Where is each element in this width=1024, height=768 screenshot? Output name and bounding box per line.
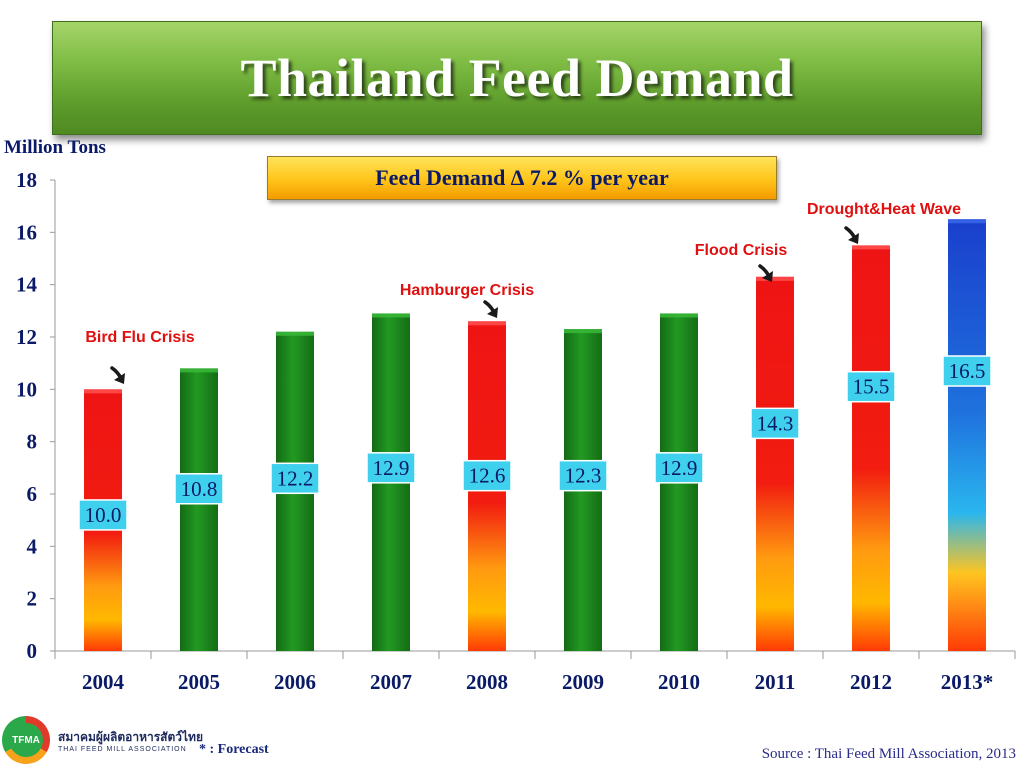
value-label-box [942,355,992,387]
chart-bars [84,219,986,651]
value-label-text: 12.6 [469,464,506,488]
y-tick-label: 8 [27,430,38,454]
annotation-arrowhead-icon [114,373,125,384]
value-label-box [270,462,320,495]
annotation: Hamburger Crisis [400,282,534,318]
x-tick-label: 2011 [755,670,796,694]
tfma-logo-mark: TFMA [2,716,50,764]
annotation: Flood Crisis [695,242,788,282]
bar-cap [84,389,122,394]
tfma-logo-abbrev: TFMA [9,723,43,757]
annotation-text: Bird Flu Crisis [85,329,194,346]
bar-cap [852,245,890,250]
value-label-text: 12.9 [373,456,410,480]
page-title: Thailand Feed Demand [240,48,794,108]
x-tick-label: 2008 [466,670,508,694]
value-label-text: 10.8 [181,477,218,501]
tfma-logo: TFMA สมาคมผู้ผลิตอาหารสัตว์ไทย THAI FEED… [2,716,203,766]
value-label-text: 12.9 [661,456,698,480]
x-tick-label: 2010 [658,670,700,694]
value-label: 12.2 [270,462,320,495]
value-label-text: 10.0 [85,503,122,527]
bar-cap [180,368,218,373]
forecast-note: * : Forecast [199,742,269,757]
value-label-box [78,499,128,531]
annotation-arrowhead-icon [762,271,773,282]
bar-cap [948,219,986,224]
tfma-logo-english-name: THAI FEED MILL ASSOCIATION [58,746,187,753]
y-tick-label: 0 [27,639,38,663]
value-label-text: 12.2 [277,466,314,490]
bar-cap [372,313,410,318]
y-tick-label: 2 [27,587,38,611]
x-tick-label: 2013* [941,670,994,694]
value-label-box [462,459,512,492]
title-banner: Thailand Feed Demand [52,21,982,135]
value-label-text: 16.5 [949,359,986,383]
bar-cap [660,313,698,318]
value-label: 12.6 [462,459,512,492]
value-label-box [846,370,896,403]
bar-2011 [756,276,794,651]
y-tick-label: 14 [16,273,38,297]
value-label: 12.9 [366,452,416,484]
bar-cap [276,331,314,336]
growth-rate-box: Feed Demand ∆ 7.2 % per year [267,156,777,200]
y-tick-label: 6 [27,482,38,506]
value-label-box [558,459,608,492]
value-label: 12.3 [558,459,608,492]
bar-cap [756,276,794,281]
x-tick-label: 2005 [178,670,220,694]
value-label: 10.8 [174,473,224,505]
value-label-text: 14.3 [757,411,794,435]
x-tick-label: 2012 [850,670,892,694]
value-label: 15.5 [846,370,896,403]
annotation-text: Drought&Heat Wave [807,201,961,218]
value-label: 14.3 [750,407,800,440]
y-tick-label: 18 [16,168,37,192]
tfma-logo-thai-name: สมาคมผู้ผลิตอาหารสัตว์ไทย [58,730,203,744]
bar-2013 [948,219,986,651]
annotation: Drought&Heat Wave [807,201,961,244]
value-label: 10.0 [78,499,128,531]
y-tick-label: 16 [16,220,37,244]
growth-rate-text: Feed Demand ∆ 7.2 % per year [375,165,669,190]
bar-cap [468,321,506,326]
x-tick-label: 2009 [562,670,604,694]
value-label-text: 12.3 [565,464,602,488]
annotation-arrowhead-icon [487,307,498,318]
x-tick-label: 2006 [274,670,316,694]
value-label-box [654,452,704,484]
value-label: 12.9 [654,452,704,484]
y-axis-unit-label: Million Tons [4,137,106,158]
bar-2005 [180,368,218,651]
y-tick-label: 12 [16,325,37,349]
annotation-text: Flood Crisis [695,242,788,259]
y-tick-label: 4 [27,534,38,558]
chart-labels: 10.0 10.8 12.2 12.9 12.6 12.3 12.9 14.3 15.5 16.5… [78,201,992,531]
value-label-box [366,452,416,484]
annotation-text: Hamburger Crisis [400,282,534,299]
y-tick-label: 10 [16,377,37,401]
x-tick-label: 2007 [370,670,412,694]
bar-2012 [852,245,890,651]
value-label-box [174,473,224,505]
x-tick-label: 2004 [82,670,125,694]
value-label-text: 15.5 [853,375,890,399]
source-note: Source : Thai Feed Mill Association, 201… [761,746,1016,762]
annotation: Bird Flu Crisis [85,329,195,384]
bar-cap [564,329,602,334]
value-label-box [750,407,800,440]
annotation-arrowhead-icon [848,233,859,244]
value-label: 16.5 [942,355,992,387]
